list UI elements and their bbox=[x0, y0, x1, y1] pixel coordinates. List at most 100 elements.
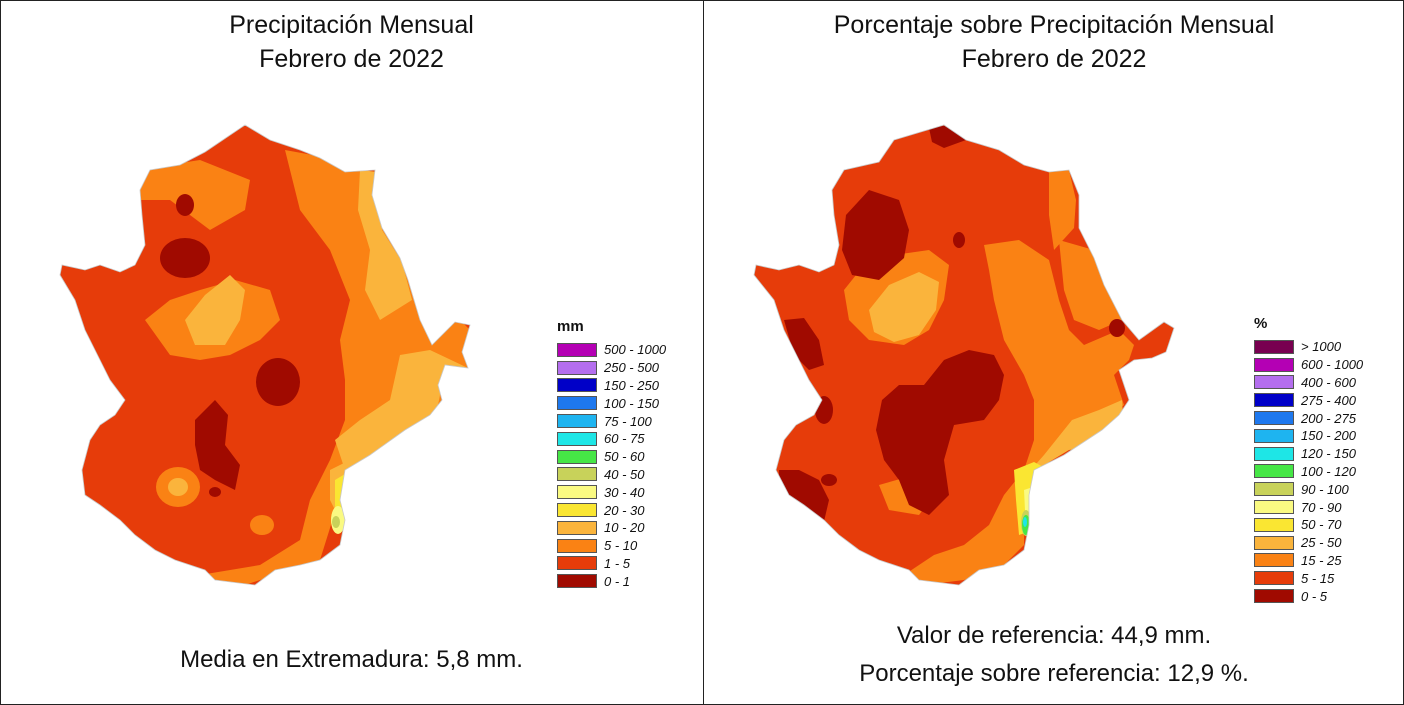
percentage-legend-row: 50 - 70 bbox=[1254, 516, 1363, 534]
precipitation-legend-row: 150 - 250 bbox=[557, 377, 666, 395]
percentage-map bbox=[753, 124, 1175, 586]
percentage-legend-row: 400 - 600 bbox=[1254, 374, 1363, 392]
precipitation-legend-label: 30 - 40 bbox=[604, 484, 645, 500]
percentage-legend-row: 100 - 120 bbox=[1254, 463, 1363, 481]
precipitation-legend-swatch bbox=[557, 520, 597, 535]
reference-value: Valor de referencia: 44,9 mm. bbox=[896, 622, 1212, 649]
percentage-legend-label: 600 - 1000 bbox=[1301, 357, 1364, 373]
precipitation-mean: Media en Extremadura: 5,8 mm. bbox=[180, 646, 523, 673]
precipitation-title-line2: Febrero de 2022 bbox=[259, 45, 444, 73]
precipitation-legend-row: 50 - 60 bbox=[557, 448, 666, 466]
precipitation-legend-swatch bbox=[557, 360, 597, 375]
precipitation-legend-swatch bbox=[557, 485, 597, 500]
percentage-legend-label: 15 - 25 bbox=[1301, 552, 1342, 568]
precipitation-legend-label: 1 - 5 bbox=[604, 555, 631, 571]
percentage-legend-label: 120 - 150 bbox=[1301, 446, 1356, 462]
percentage-legend-swatch bbox=[1254, 339, 1294, 354]
precipitation-legend-swatch bbox=[557, 538, 597, 553]
percentage-legend-row: 5 - 15 bbox=[1254, 569, 1363, 587]
percentage-legend-label: 5 - 15 bbox=[1301, 570, 1335, 586]
percentage-legend-row: 150 - 200 bbox=[1254, 427, 1363, 445]
percentage-legend-row: 600 - 1000 bbox=[1254, 356, 1363, 374]
percentage-legend-swatch bbox=[1254, 535, 1294, 550]
percentage-legend-swatch bbox=[1254, 589, 1294, 604]
precipitation-legend-swatch bbox=[557, 467, 597, 482]
percentage-legend-row: > 1000 bbox=[1254, 338, 1363, 356]
precipitation-legend-label: 500 - 1000 bbox=[604, 342, 667, 358]
percentage-legend-swatch bbox=[1254, 571, 1294, 586]
percentage-legend-swatch bbox=[1254, 517, 1294, 532]
precipitation-legend: mm 500 - 1000 250 - 500 150 - 250 100 - 150… bbox=[557, 318, 666, 590]
percentage-legend-label: 150 - 200 bbox=[1301, 428, 1356, 444]
precipitation-legend-row: 20 - 30 bbox=[557, 501, 666, 519]
percentage-legend-row: 120 - 150 bbox=[1254, 445, 1363, 463]
precipitation-legend-label: 75 - 100 bbox=[604, 413, 652, 429]
precipitation-title-line1: Precipitación Mensual bbox=[229, 11, 474, 39]
precipitation-legend-row: 100 - 150 bbox=[557, 394, 666, 412]
percentage-legend-swatch bbox=[1254, 464, 1294, 479]
percentage-legend-swatch bbox=[1254, 411, 1294, 426]
precipitation-legend-row: 40 - 50 bbox=[557, 466, 666, 484]
precipitation-legend-swatch bbox=[557, 503, 597, 518]
precipitation-legend-swatch bbox=[557, 414, 597, 429]
precipitation-title: Precipitación Mensual Febrero de 2022 bbox=[0, 8, 703, 76]
precipitation-legend-label: 150 - 250 bbox=[604, 377, 659, 393]
percentage-legend-swatch bbox=[1254, 393, 1294, 408]
precipitation-legend-row: 1 - 5 bbox=[557, 555, 666, 573]
percentage-legend-swatch bbox=[1254, 500, 1294, 515]
percentage-legend-row: 15 - 25 bbox=[1254, 552, 1363, 570]
percentage-legend-swatch bbox=[1254, 553, 1294, 568]
precipitation-legend-label: 250 - 500 bbox=[604, 360, 659, 376]
percentage-title-line2: Febrero de 2022 bbox=[961, 45, 1147, 73]
precipitation-legend-swatch bbox=[557, 574, 597, 589]
precipitation-legend-row: 10 - 20 bbox=[557, 519, 666, 537]
precipitation-legend-label: 20 - 30 bbox=[604, 502, 645, 518]
percentage-legend-swatch bbox=[1254, 446, 1294, 461]
percentage-legend: % > 1000 600 - 1000 400 - 600 275 - 400 200 … bbox=[1254, 315, 1363, 605]
percentage-legend-swatch bbox=[1254, 482, 1294, 497]
precipitation-legend-label: 40 - 50 bbox=[604, 466, 645, 482]
precipitation-map bbox=[59, 124, 471, 586]
percentage-legend-label: 25 - 50 bbox=[1301, 535, 1342, 551]
precipitation-legend-swatch bbox=[557, 342, 597, 357]
precipitation-legend-row: 5 - 10 bbox=[557, 537, 666, 555]
precipitation-panel: Precipitación Mensual Febrero de 2022 bbox=[0, 8, 703, 673]
percentage-legend-row: 70 - 90 bbox=[1254, 498, 1363, 516]
percentage-legend-label: 400 - 600 bbox=[1301, 374, 1356, 390]
percentage-legend-row: 275 - 400 bbox=[1254, 391, 1363, 409]
percentage-legend-label: 50 - 70 bbox=[1301, 517, 1342, 533]
percentage-legend-row: 0 - 5 bbox=[1254, 587, 1363, 605]
reference-percentage: Porcentaje sobre referencia: 12,9 %. bbox=[859, 660, 1249, 687]
precipitation-legend-label: 5 - 10 bbox=[604, 538, 638, 554]
percentage-panel: Porcentaje sobre Precipitación Mensual F… bbox=[704, 0, 1404, 705]
percentage-legend-unit: % bbox=[1254, 315, 1268, 332]
percentage-legend-swatch bbox=[1254, 375, 1294, 390]
precipitation-legend-swatch bbox=[557, 431, 597, 446]
precipitation-legend-label: 60 - 75 bbox=[604, 431, 645, 447]
precipitation-legend-row: 0 - 1 bbox=[557, 572, 666, 590]
precipitation-legend-swatch bbox=[557, 556, 597, 571]
precipitation-legend-row: 75 - 100 bbox=[557, 412, 666, 430]
percentage-legend-row: 25 - 50 bbox=[1254, 534, 1363, 552]
percentage-legend-label: 200 - 275 bbox=[1301, 410, 1356, 426]
percentage-legend-row: 90 - 100 bbox=[1254, 480, 1363, 498]
percentage-legend-label: 275 - 400 bbox=[1301, 392, 1356, 408]
percentage-legend-swatch bbox=[1254, 357, 1294, 372]
precipitation-legend-row: 30 - 40 bbox=[557, 483, 666, 501]
precipitation-legend-row: 60 - 75 bbox=[557, 430, 666, 448]
panel-divider bbox=[703, 0, 704, 705]
percentage-legend-row: 200 - 275 bbox=[1254, 409, 1363, 427]
precipitation-legend-label: 100 - 150 bbox=[604, 395, 659, 411]
precipitation-legend-label: 10 - 20 bbox=[604, 520, 645, 536]
precipitation-legend-swatch bbox=[557, 378, 597, 393]
percentage-title: Porcentaje sobre Precipitación Mensual F… bbox=[704, 8, 1404, 76]
precipitation-legend-label: 50 - 60 bbox=[604, 449, 645, 465]
percentage-title-line1: Porcentaje sobre Precipitación Mensual bbox=[833, 11, 1275, 39]
percentage-legend-swatch bbox=[1254, 428, 1294, 443]
precipitation-legend-row: 250 - 500 bbox=[557, 359, 666, 377]
percentage-legend-label: 0 - 5 bbox=[1301, 588, 1328, 604]
percentage-legend-label: 90 - 100 bbox=[1301, 481, 1349, 497]
precipitation-legend-swatch bbox=[557, 396, 597, 411]
percentage-legend-label: > 1000 bbox=[1301, 339, 1342, 355]
percentage-legend-label: 100 - 120 bbox=[1301, 463, 1356, 479]
